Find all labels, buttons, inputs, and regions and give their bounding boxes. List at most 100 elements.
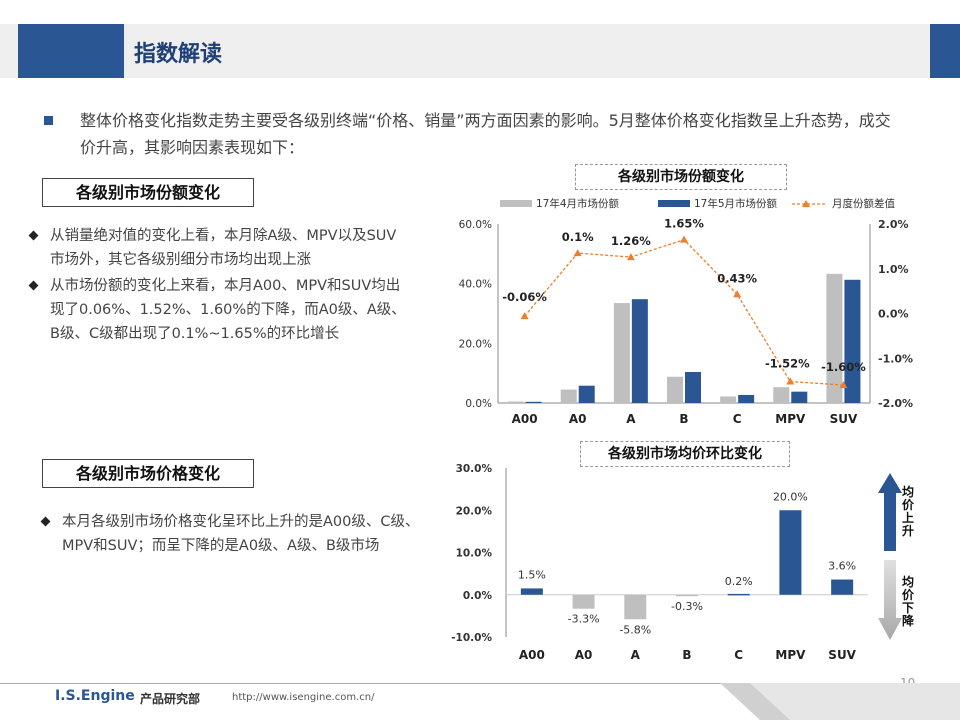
section2-title: 各级别市场价格变化 bbox=[42, 459, 254, 488]
data-label: -3.3% bbox=[568, 613, 600, 626]
price-bar bbox=[676, 594, 698, 597]
data-label: 0.2% bbox=[725, 575, 753, 588]
header-right-block bbox=[930, 24, 960, 78]
x-tick-label: MPV bbox=[775, 648, 806, 662]
x-tick-label: A bbox=[631, 648, 641, 662]
y-tick-label: 20.0% bbox=[459, 338, 492, 350]
header-bar: 指数解读 bbox=[0, 24, 960, 78]
x-tick-label: A0 bbox=[575, 648, 593, 662]
line-marker bbox=[680, 235, 688, 243]
data-label: 20.0% bbox=[773, 490, 808, 503]
x-tick-label: MPV bbox=[775, 412, 806, 426]
price-bar bbox=[572, 594, 595, 609]
legend-label: 17年4月市场份额 bbox=[536, 197, 620, 210]
data-label: 0.43% bbox=[717, 271, 757, 285]
bullet-text: 从销量绝对值的变化上看，本月除A级、MPV以及SUV市场外，其它各级别细分市场均… bbox=[50, 228, 397, 268]
bar-may bbox=[685, 371, 701, 403]
data-label: 3.6% bbox=[828, 560, 856, 573]
bullet-item: 本月各级别市场价格变化呈环比上升的是A00级、C级、MPV和SUV；而呈下降的是… bbox=[40, 510, 420, 558]
market-share-chart: 17年4月市场份额 17年5月市场份额 月度份额差值 0.0% 20.0% 40.0% 60… bbox=[459, 197, 913, 426]
section1-bullets: 从销量绝对值的变化上看，本月除A级、MPV以及SUV市场外，其它各级别细分市场均… bbox=[28, 224, 408, 348]
line-marker bbox=[839, 381, 848, 389]
bar-apr bbox=[560, 389, 577, 403]
bar-apr bbox=[507, 401, 524, 403]
y-tick-label: 0.0% bbox=[463, 590, 493, 602]
chart1-title: 各级别市场份额变化 bbox=[575, 164, 787, 190]
bar-may bbox=[844, 279, 861, 403]
footer-divider bbox=[0, 683, 960, 684]
x-tick-label: A bbox=[626, 412, 636, 426]
data-label: -5.8% bbox=[619, 623, 651, 636]
line-marker bbox=[786, 377, 795, 385]
bar-apr bbox=[667, 376, 683, 403]
data-label: 1.5% bbox=[518, 568, 546, 581]
price-down-arrow-icon bbox=[878, 560, 902, 640]
x-tick-label: A00 bbox=[512, 412, 538, 426]
data-label: 0.1% bbox=[562, 230, 594, 244]
data-label: -0.06% bbox=[502, 290, 547, 304]
price-down-label: 均价下降 bbox=[902, 575, 915, 628]
footer-url[interactable]: http://www.isengine.com.cn/ bbox=[232, 692, 375, 703]
y-tick-label: -10.0% bbox=[451, 632, 492, 644]
data-label: -0.3% bbox=[671, 600, 703, 613]
x-tick-label: A00 bbox=[519, 648, 545, 662]
data-label: 1.65% bbox=[664, 217, 704, 231]
line-marker bbox=[626, 253, 635, 261]
legend-label: 月度份额差值 bbox=[832, 197, 895, 210]
y2-tick-label: 1.0% bbox=[878, 263, 909, 276]
bullet-item: 从销量绝对值的变化上看，本月除A级、MPV以及SUV市场外，其它各级别细分市场均… bbox=[28, 224, 408, 272]
price-bar bbox=[624, 594, 647, 620]
data-label: -1.60% bbox=[821, 360, 866, 374]
line-marker bbox=[520, 312, 529, 320]
footer-department: 产品研究部 bbox=[140, 692, 201, 706]
diamond-bullet-icon bbox=[28, 280, 39, 291]
intro-text: 整体价格变化指数走势主要受各级别终端“价格、销量”两方面因素的影响。5月整体价格… bbox=[80, 111, 891, 157]
bullet-item: 从市场份额的变化上来看，本月A00、MPV和SUV均出现了0.06%、1.52%… bbox=[28, 274, 408, 346]
intro-paragraph: 整体价格变化指数走势主要受各级别终端“价格、销量”两方面因素的影响。5月整体价格… bbox=[40, 107, 900, 161]
header-accent-block bbox=[18, 24, 124, 78]
y2-tick-label: -2.0% bbox=[878, 397, 913, 410]
legend-marker bbox=[802, 200, 810, 207]
bullet-text: 本月各级别市场价格变化呈环比上升的是A00级、C级、MPV和SUV；而呈下降的是… bbox=[62, 514, 420, 554]
data-label: -1.52% bbox=[765, 357, 810, 371]
line-marker bbox=[573, 249, 582, 257]
price-bar bbox=[520, 588, 543, 595]
y-tick-label: 60.0% bbox=[459, 219, 492, 231]
y2-tick-label: 2.0% bbox=[878, 218, 909, 231]
bar-may bbox=[525, 401, 542, 403]
legend-label: 17年5月市场份额 bbox=[694, 197, 778, 210]
chart2-title: 各级别市场均价环比变化 bbox=[580, 441, 790, 467]
bar-apr bbox=[826, 273, 843, 403]
x-tick-label: B bbox=[679, 412, 688, 426]
y2-tick-label: -1.0% bbox=[878, 352, 913, 365]
price-bar bbox=[831, 579, 854, 595]
x-tick-label: A0 bbox=[569, 412, 587, 426]
bullet-text: 从市场份额的变化上来看，本月A00、MPV和SUV均出现了0.06%、1.52%… bbox=[50, 278, 406, 342]
bar-apr bbox=[613, 303, 630, 403]
price-bar bbox=[727, 593, 750, 596]
data-label: 1.26% bbox=[611, 234, 651, 248]
x-tick-label: SUV bbox=[830, 412, 858, 426]
footer-brand: I.S.Engine bbox=[55, 688, 135, 704]
y-tick-label: 10.0% bbox=[456, 548, 493, 560]
section1-title: 各级别市场份额变化 bbox=[42, 178, 254, 207]
y-tick-label: 20.0% bbox=[456, 505, 493, 517]
bar-may bbox=[738, 394, 755, 403]
price-bar bbox=[779, 510, 802, 595]
x-tick-label: C bbox=[733, 412, 742, 426]
line-marker bbox=[733, 290, 742, 298]
bar-apr bbox=[773, 387, 790, 403]
footer-swoosh bbox=[720, 683, 960, 720]
legend-swatch bbox=[500, 200, 532, 207]
y-tick-label: 40.0% bbox=[459, 279, 492, 291]
bar-may bbox=[578, 385, 595, 403]
y-tick-label: 0.0% bbox=[465, 398, 492, 410]
price-up-arrow-icon bbox=[878, 473, 902, 551]
bar-may bbox=[791, 391, 808, 403]
square-bullet-icon bbox=[44, 116, 53, 125]
bar-may bbox=[631, 299, 648, 403]
page-title: 指数解读 bbox=[134, 42, 223, 67]
price-up-label: 均价上升 bbox=[902, 485, 915, 538]
y2-tick-label: 0.0% bbox=[878, 308, 909, 321]
bar-apr bbox=[720, 396, 737, 403]
